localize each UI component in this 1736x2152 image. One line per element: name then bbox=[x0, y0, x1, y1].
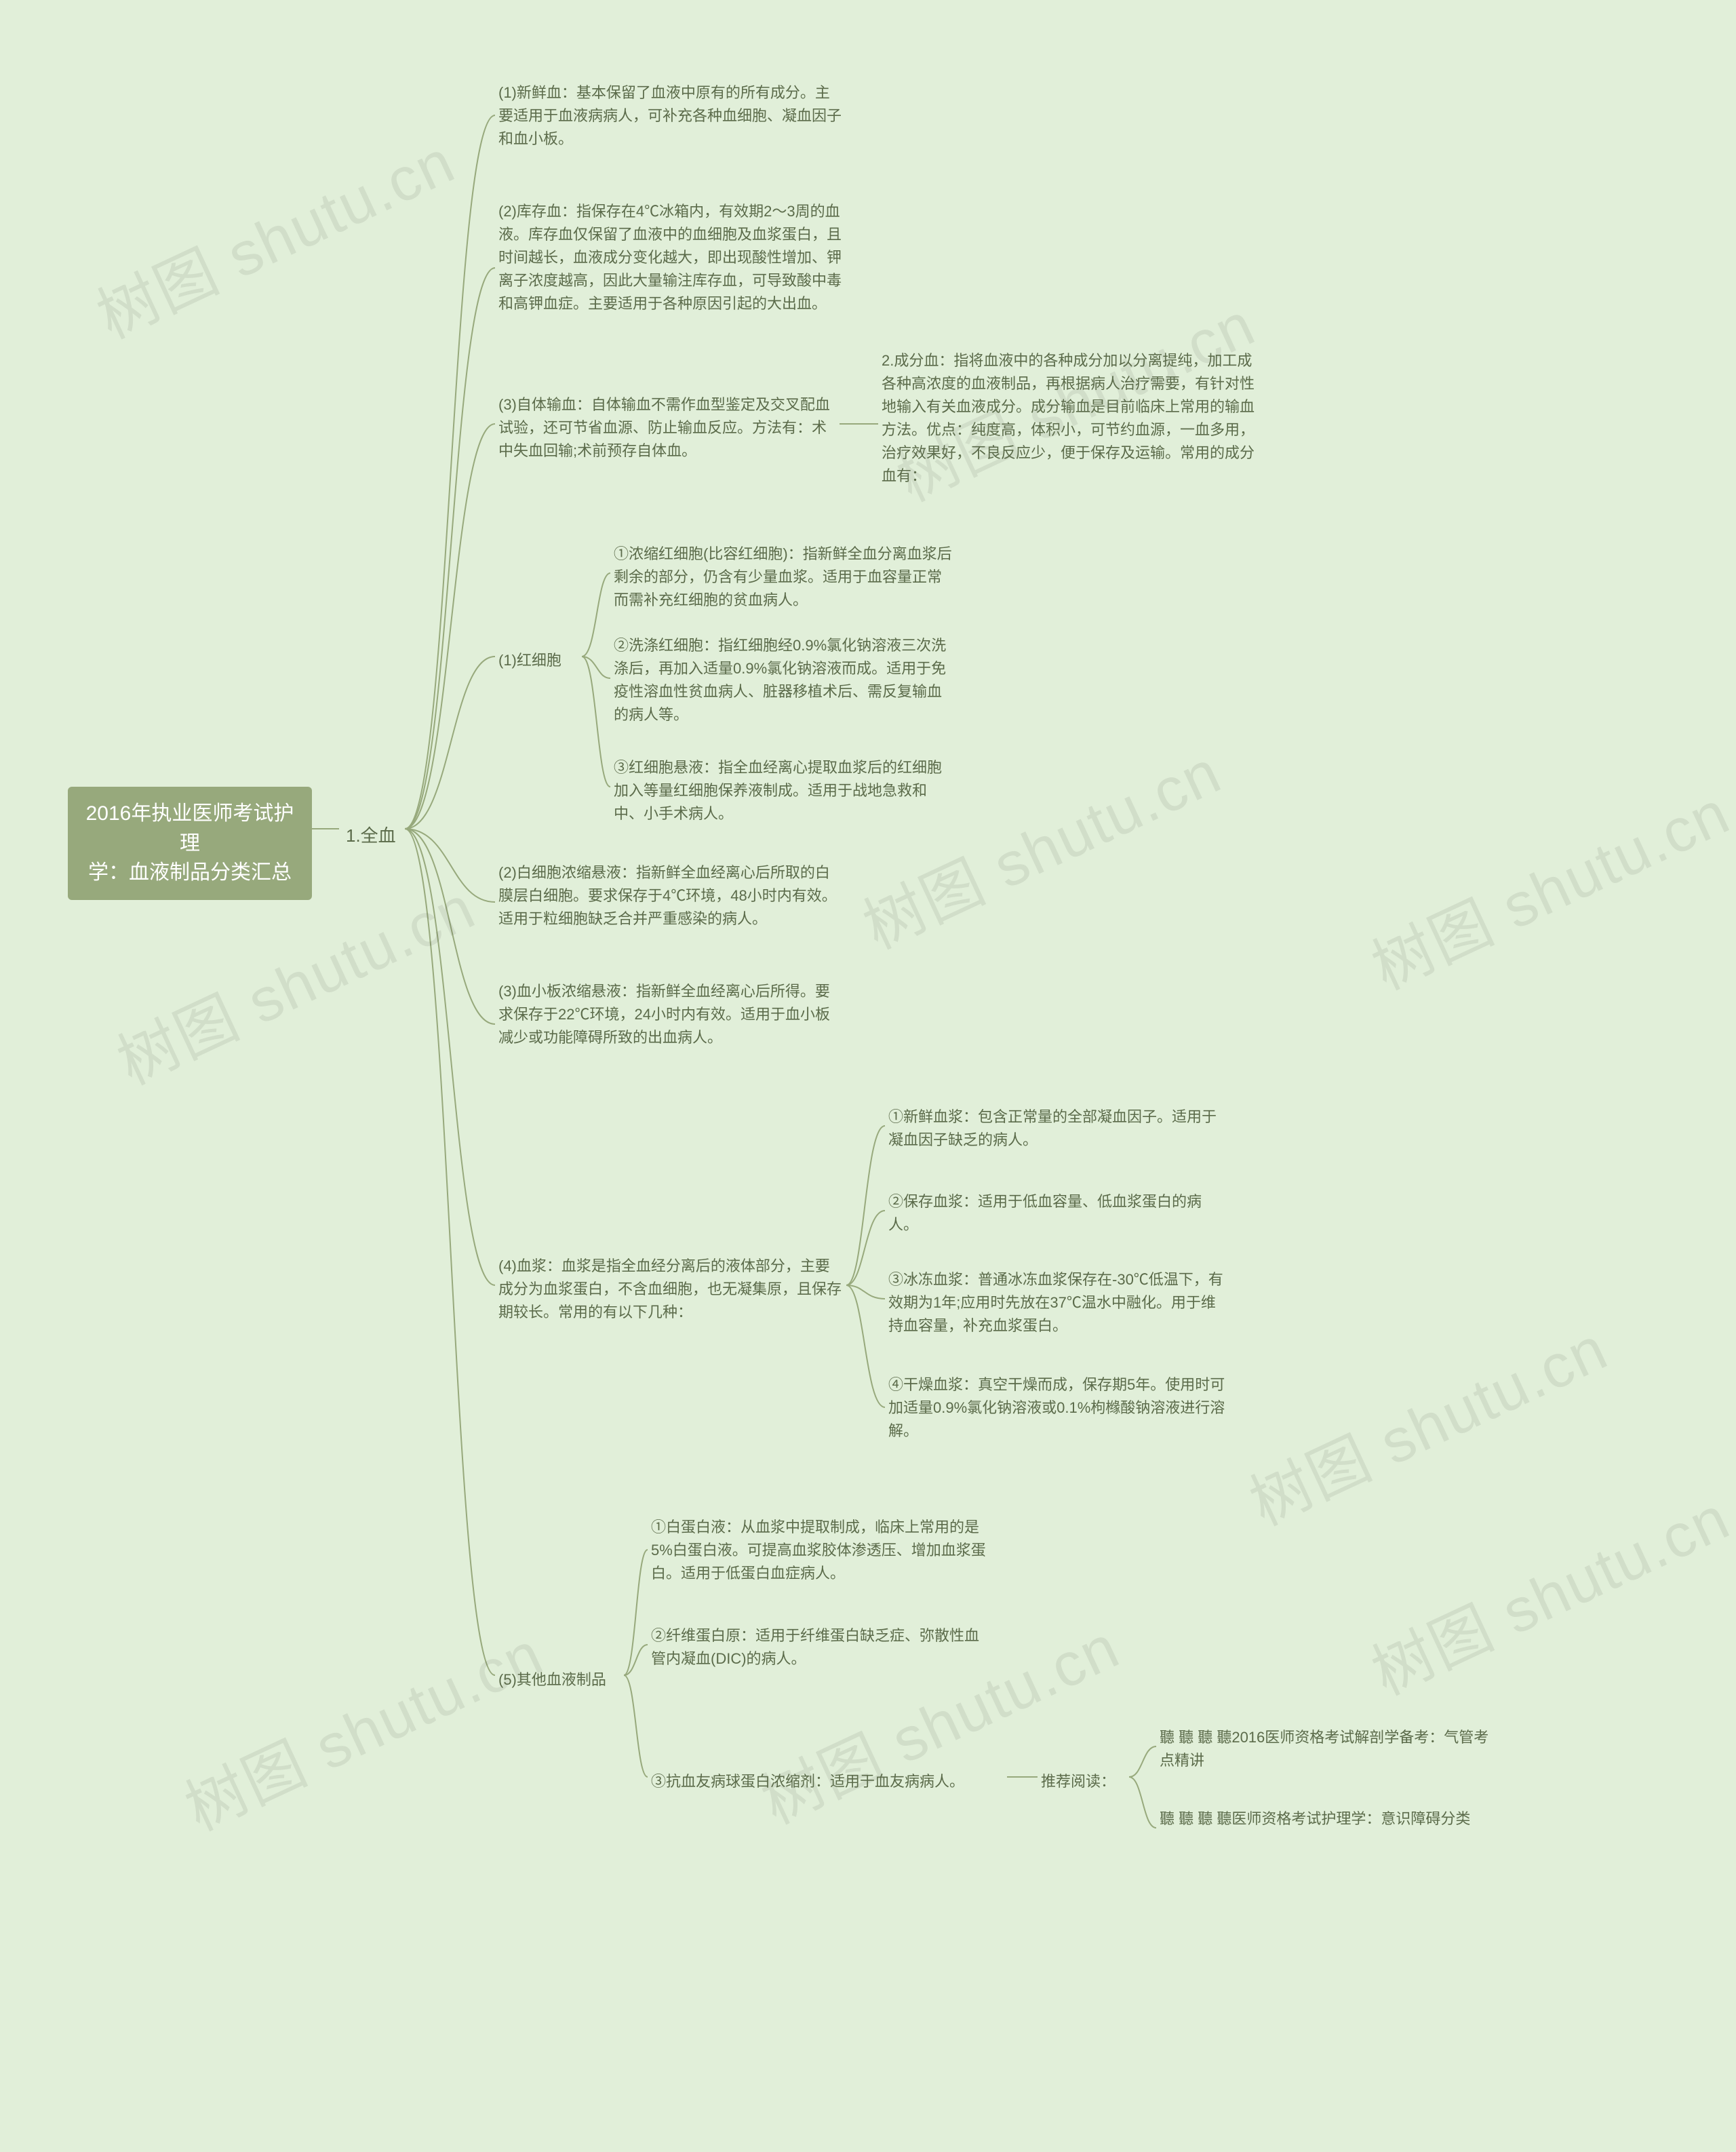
connector bbox=[405, 829, 495, 902]
connector bbox=[405, 829, 495, 1285]
connector bbox=[1129, 1746, 1156, 1777]
tree-node-pl3: ③冰冻血浆：普通冰冻血浆保存在-30℃低温下，有效期为1年;应用时先放在37℃温… bbox=[888, 1268, 1227, 1337]
tree-node-rbc3: ③红细胞悬液：指全血经离心提取血浆后的红细胞加入等量红细胞保养液制成。适用于战地… bbox=[614, 756, 953, 825]
connector bbox=[405, 424, 495, 829]
connector bbox=[846, 1285, 885, 1299]
tree-node-rbc2: ②洗涤红细胞：指红细胞经0.9%氯化钠溶液三次洗涤后，再加入适量0.9%氯化钠溶… bbox=[614, 634, 956, 726]
root-label-line1: 2016年执业医师考试护理 bbox=[86, 802, 294, 855]
watermark-text: 树图 shutu.cn bbox=[81, 113, 467, 355]
connector bbox=[582, 657, 610, 787]
root-label-line2: 学：血液制品分类汇总 bbox=[88, 861, 292, 884]
tree-node-ot1: ①白蛋白液：从血浆中提取制成，临床上常用的是5%白蛋白液。可提高血浆胶体渗透压、… bbox=[651, 1516, 990, 1585]
watermark-text: 树图 shutu.cn bbox=[1356, 1469, 1736, 1712]
tree-node-plt: (3)血小板浓缩悬液：指新鲜全血经离心后所得。要求保存于22℃环境，24小时内有… bbox=[498, 980, 844, 1049]
connector bbox=[405, 657, 495, 829]
tree-node-pl4: ④干燥血浆：真空干燥而成，保存期5年。使用时可加适量0.9%氯化钠溶液或0.1%… bbox=[888, 1373, 1227, 1443]
connector bbox=[846, 1285, 885, 1407]
tree-node-pl1: ①新鲜血浆：包含正常量的全部凝血因子。适用于凝血因子缺乏的病人。 bbox=[888, 1106, 1227, 1152]
connector bbox=[405, 829, 495, 1675]
mindmap-canvas: 树图 shutu.cn树图 shutu.cn树图 shutu.cn树图 shut… bbox=[0, 0, 1736, 2152]
tree-node-n2: (2)库存血：指保存在4℃冰箱内，有效期2～3周的血液。库存血仅保留了血液中的血… bbox=[498, 200, 844, 315]
connector bbox=[1129, 1777, 1156, 1828]
tree-node-ot3: ③抗血友病球蛋白浓缩剂：适用于血友病病人。 bbox=[651, 1770, 1004, 1793]
tree-node-rec: 推荐阅读： bbox=[1041, 1770, 1129, 1793]
tree-node-rec1: 聽 聽 聽 聽2016医师资格考试解剖学备考：气管考点精讲 bbox=[1160, 1726, 1492, 1772]
root-node: 2016年执业医师考试护理 学：血液制品分类汇总 bbox=[68, 787, 312, 900]
connector bbox=[846, 1211, 885, 1285]
tree-node-pl2: ②保存血浆：适用于低血容量、低血浆蛋白的病人。 bbox=[888, 1190, 1227, 1236]
tree-node-wbc: (2)白细胞浓缩悬液：指新鲜全血经离心后所取的白膜层白细胞。要求保存于4℃环境，… bbox=[498, 861, 844, 931]
tree-node-other: (5)其他血液制品 bbox=[498, 1668, 624, 1691]
watermark-text: 树图 shutu.cn bbox=[1234, 1299, 1619, 1542]
connector bbox=[624, 1645, 648, 1675]
tree-node-rec2: 聽 聽 聽 聽医师资格考试护理学：意识障碍分类 bbox=[1160, 1807, 1492, 1831]
tree-node-rbc: (1)红细胞 bbox=[498, 649, 583, 672]
tree-node-n1: (1)新鲜血：基本保留了血液中原有的所有成分。主要适用于血液病病人，可补充各种血… bbox=[498, 81, 844, 151]
connector bbox=[405, 268, 495, 829]
tree-node-rbc1: ①浓缩红细胞(比容红细胞)：指新鲜全血分离血浆后剩余的部分，仍含有少量血浆。适用… bbox=[614, 543, 953, 612]
connector bbox=[624, 1675, 648, 1777]
connector bbox=[405, 115, 495, 829]
watermark-text: 树图 shutu.cn bbox=[169, 1605, 555, 1847]
connector bbox=[624, 1550, 648, 1675]
tree-node-plasma: (4)血浆：血浆是指全血经分离后的液体部分，主要成分为血浆蛋白，不含血细胞，也无… bbox=[498, 1255, 844, 1324]
connector bbox=[405, 829, 495, 1024]
level1-label: 1.全血 bbox=[346, 825, 396, 846]
connector bbox=[582, 573, 610, 657]
connector bbox=[582, 657, 610, 678]
watermark-text: 树图 shutu.cn bbox=[1356, 764, 1736, 1006]
tree-node-n3: (3)自体输血：自体输血不需作血型鉴定及交叉配血试验，还可节省血源、防止输血反应… bbox=[498, 393, 837, 463]
tree-node-ot2: ②纤维蛋白原：适用于纤维蛋白缺乏症、弥散性血管内凝血(DIC)的病人。 bbox=[651, 1624, 990, 1670]
tree-node-n3b: 2.成分血：指将血液中的各种成分加以分离提纯，加工成各种高浓度的血液制品，再根据… bbox=[882, 349, 1261, 488]
connector bbox=[846, 1126, 885, 1285]
level1-node: 1.全血 bbox=[346, 822, 396, 849]
